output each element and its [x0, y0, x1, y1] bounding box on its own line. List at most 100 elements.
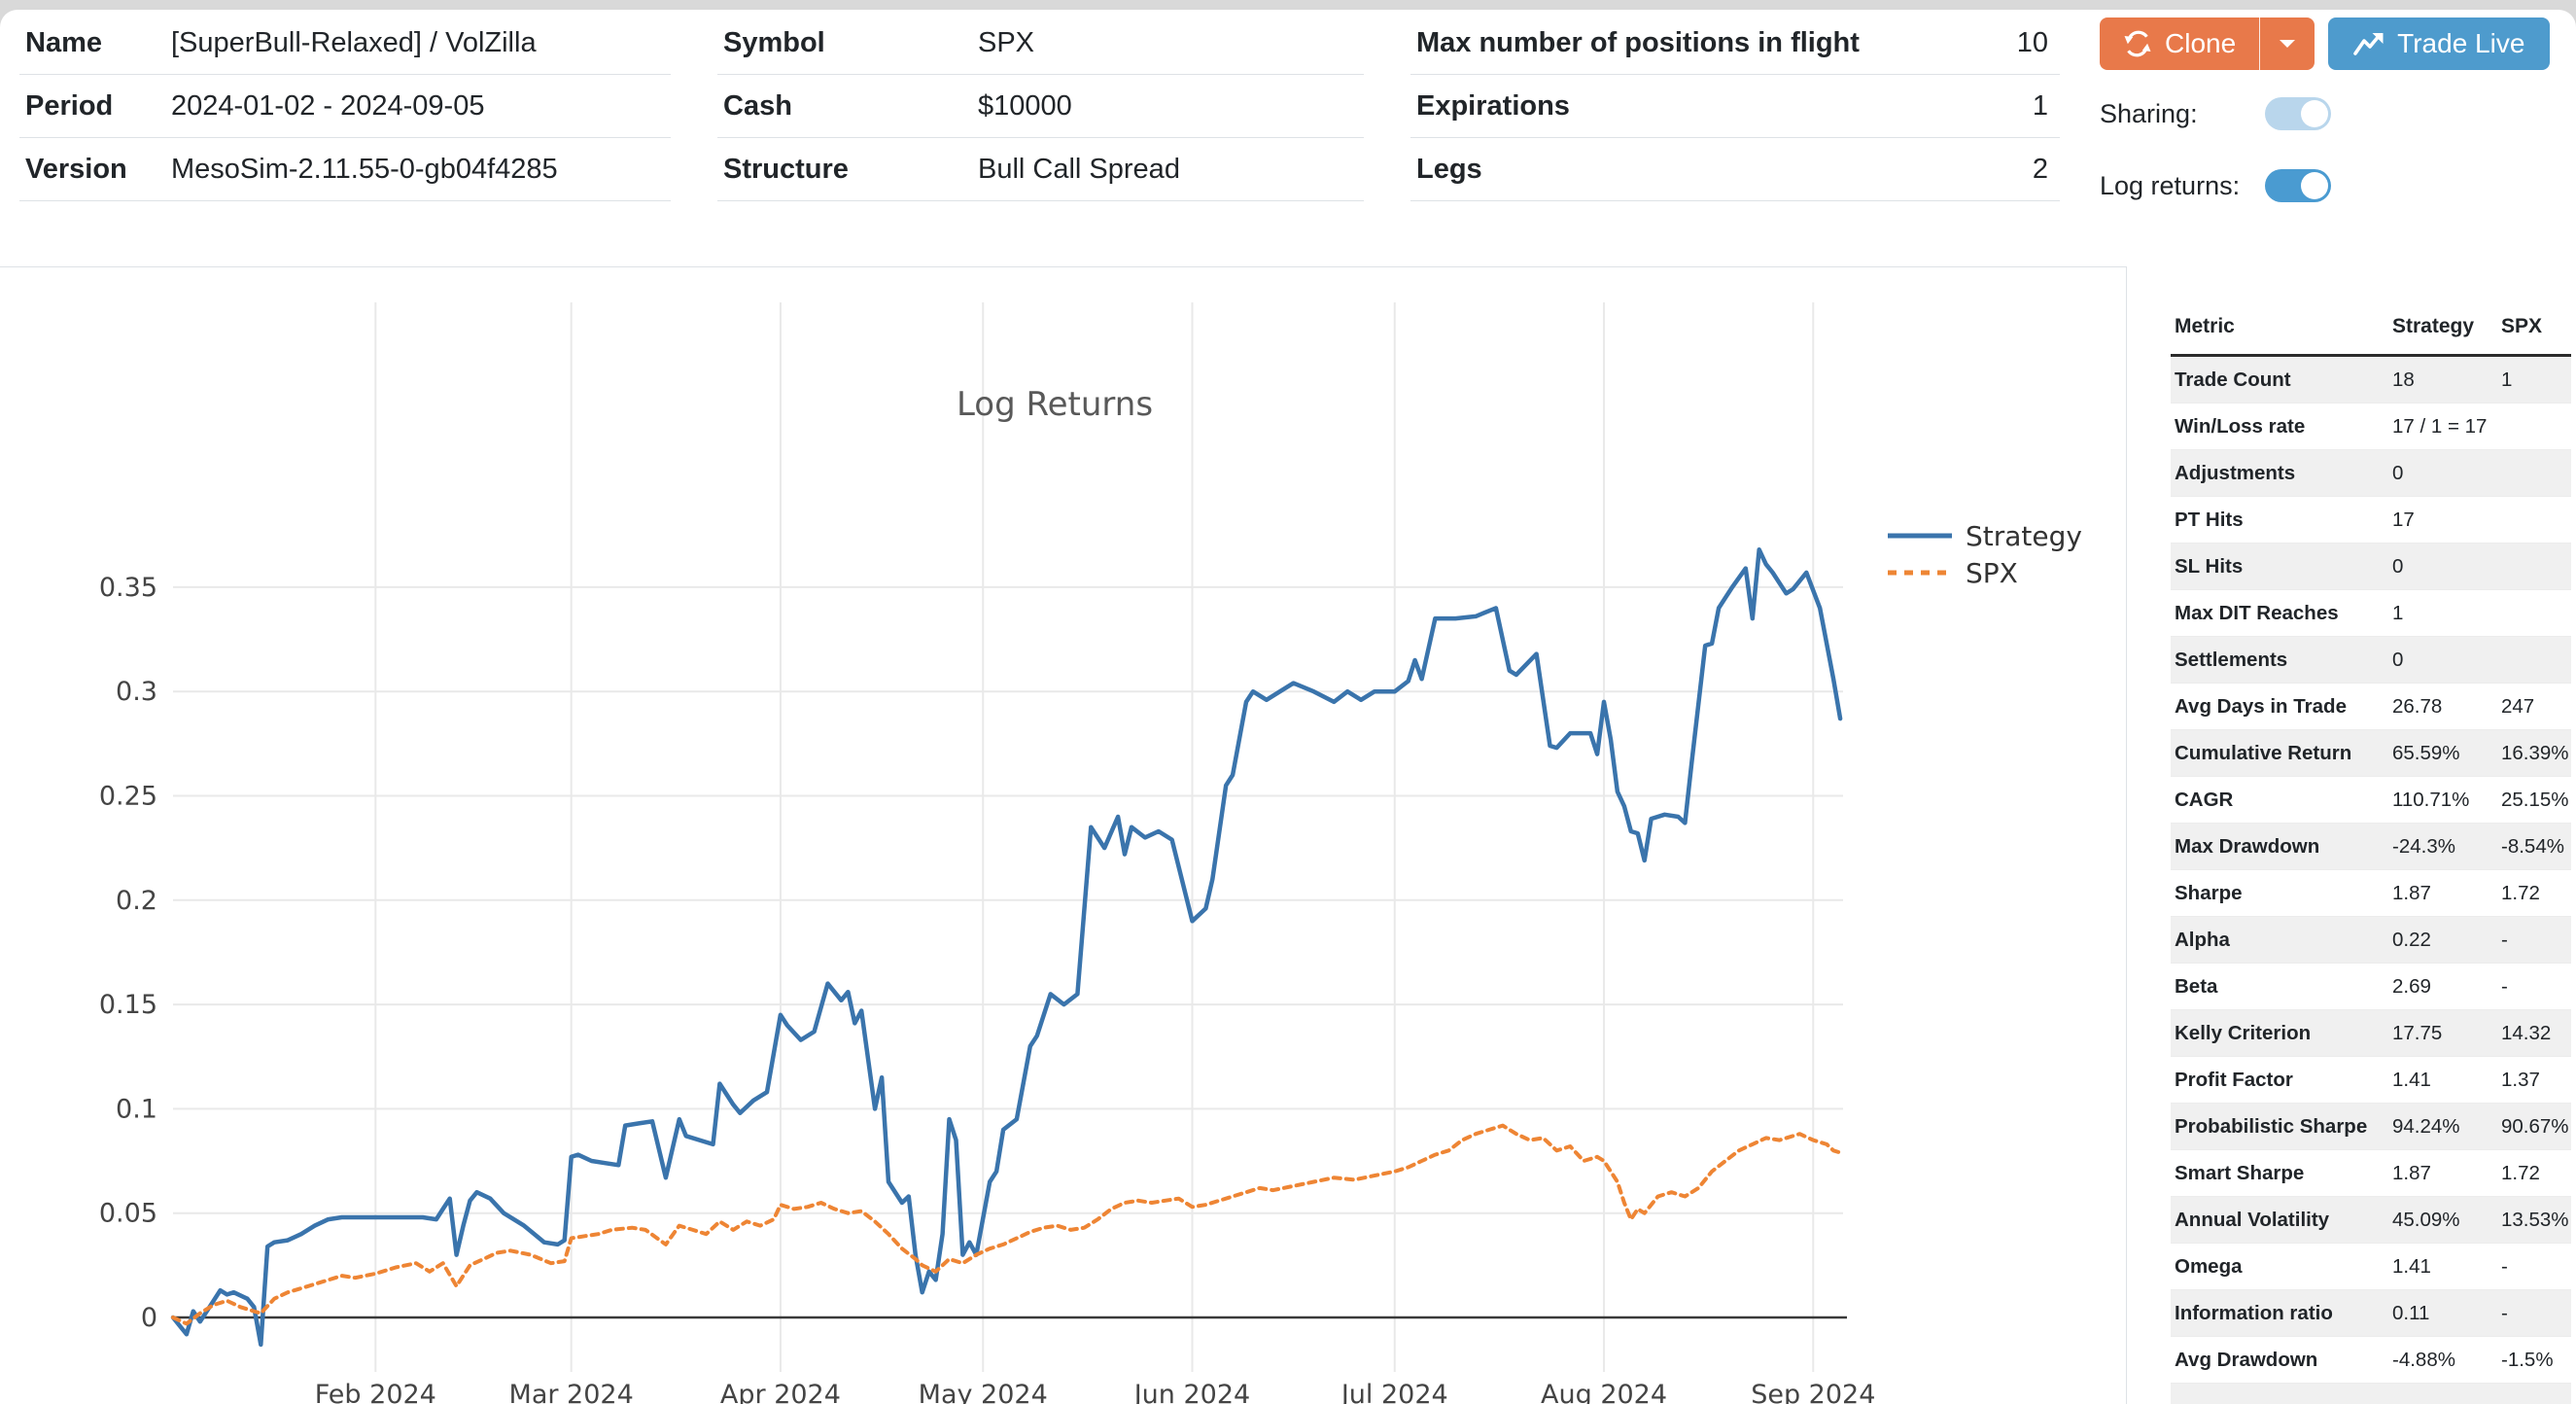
trade-live-button[interactable]: Trade Live	[2328, 18, 2551, 70]
x-axis-tick-label: Jun 2024	[1132, 1380, 1250, 1404]
metric-name: Trade Count	[2171, 355, 2388, 404]
table-row: Max Drawdown -24.3% -8.54%	[2171, 823, 2571, 870]
log-returns-toggle-row: Log returns:	[2100, 169, 2566, 202]
metric-name: Probabilistic Sharpe	[2171, 1103, 2388, 1150]
sharing-label: Sharing:	[2100, 98, 2198, 128]
sharing-toggle-row: Sharing:	[2100, 97, 2566, 130]
header-info: Name [SuperBull-Relaxed] / VolZilla Period…	[19, 12, 2106, 201]
metric-name: Settlements	[2171, 636, 2388, 684]
metric-spx-value: 247	[2497, 683, 2571, 730]
metric-name: Avg Days in Trade	[2171, 683, 2388, 730]
metric-strategy-value: 17 / 1 = 17	[2388, 403, 2497, 450]
metric-name: Cumulative Return	[2171, 729, 2388, 777]
metric-strategy-value: 1.87	[2388, 869, 2497, 917]
y-axis-tick-label: 0.15	[99, 990, 157, 1020]
y-axis-tick-label: 0.3	[116, 677, 157, 707]
metric-strategy-value: 26.78	[2388, 683, 2497, 730]
metric-name: Sharpe	[2171, 869, 2388, 917]
info-value: SPX	[978, 26, 1035, 58]
info-row: Period 2024-01-02 - 2024-09-05	[19, 75, 671, 138]
metric-name: Beta	[2171, 963, 2388, 1010]
metric-name: PT Hits	[2171, 496, 2388, 544]
metric-spx-value: 14.32	[2497, 1009, 2571, 1057]
metric-spx-value: -	[2497, 1289, 2571, 1337]
x-axis-tick-label: Feb 2024	[315, 1380, 436, 1404]
table-row: Avg Drawdown -4.88% -1.5%	[2171, 1336, 2571, 1384]
metric-strategy-value: 1	[2388, 589, 2497, 637]
metrics-col-header: Strategy	[2388, 309, 2497, 357]
metric-name: Max Drawdown	[2171, 823, 2388, 870]
table-row: Cumulative Return 65.59% 16.39%	[2171, 729, 2571, 777]
metrics-col-header: SPX	[2497, 309, 2571, 357]
metric-spx-value: -1.5%	[2497, 1336, 2571, 1384]
info-row: Version MesoSim-2.11.55-0-gb04f4285	[19, 138, 671, 201]
table-row: Sharpe 1.87 1.72	[2171, 869, 2571, 917]
info-value: $10000	[978, 89, 1072, 122]
app-card: Name [SuperBull-Relaxed] / VolZilla Period…	[0, 10, 2576, 1404]
metric-strategy-value: 1.87	[2388, 1149, 2497, 1197]
metric-name: Max DIT Reaches	[2171, 589, 2388, 637]
info-row: Legs 2	[1410, 138, 2060, 201]
header-actions: Clone Trade Live	[2100, 18, 2566, 202]
table-row: Trade Count 18 1	[2171, 355, 2571, 404]
metric-spx-value	[2497, 589, 2571, 637]
metric-strategy-value: 65.59%	[2388, 729, 2497, 777]
metric-spx-value: -	[2497, 963, 2571, 1010]
info-value: 10	[2016, 26, 2048, 58]
metric-spx-value: 13.53%	[2497, 1196, 2571, 1244]
x-axis-tick-label: Aug 2024	[1541, 1380, 1667, 1404]
table-row: Information ratio 0.11-	[2171, 1289, 2571, 1337]
info-value: 1	[2032, 89, 2048, 122]
chart-title: Log Returns	[957, 385, 1153, 424]
metric-strategy-value: 0	[2388, 543, 2497, 590]
metric-strategy-value: 2.69	[2388, 963, 2497, 1010]
header: Name [SuperBull-Relaxed] / VolZilla Period…	[0, 10, 2576, 266]
info-value: 2024-01-02 - 2024-09-05	[171, 89, 485, 122]
log-returns-chart: 0 0.05 0.1 0.15 0.2 0.25 0.3 0.35 Feb 2024 Mar 20…	[99, 302, 2082, 1404]
metric-strategy-value: 110.71%	[2388, 776, 2497, 824]
metric-spx-value: 16.39%	[2497, 729, 2571, 777]
metric-name: SL Hits	[2171, 543, 2388, 590]
metric-name: Avg Drawdown	[2171, 1336, 2388, 1384]
info-label: Period	[25, 89, 114, 122]
metric-name: Annual Volatility	[2171, 1196, 2388, 1244]
metric-spx-value: 90.67%	[2497, 1103, 2571, 1150]
metric-name: Smart Sharpe	[2171, 1149, 2388, 1197]
sharing-toggle[interactable]	[2265, 97, 2331, 130]
metric-spx-value: 25.15%	[2497, 776, 2571, 824]
metric-spx-value	[2497, 496, 2571, 544]
x-axis-tick-label: May 2024	[919, 1380, 1048, 1404]
table-row: Settlements 0	[2171, 636, 2571, 684]
metric-strategy-value: 18	[2388, 355, 2497, 404]
metric-strategy-value: 1.41	[2388, 1056, 2497, 1104]
info-row: Name [SuperBull-Relaxed] / VolZilla	[19, 12, 671, 75]
table-row: Smart Sharpe 1.87 1.72	[2171, 1149, 2571, 1197]
table-row: Omega 1.41-	[2171, 1243, 2571, 1290]
metric-spx-value: 1.72	[2497, 869, 2571, 917]
info-row: Max number of positions in flight 10	[1410, 12, 2060, 75]
legend-spx-label: SPX	[1966, 557, 2018, 589]
table-row: CAGR 110.71% 25.15%	[2171, 776, 2571, 824]
log-returns-toggle[interactable]	[2265, 169, 2331, 202]
table-row: Profit Factor 1.41 1.37	[2171, 1056, 2571, 1104]
log-returns-toggle-knob	[2301, 172, 2328, 199]
metric-spx-value	[2497, 543, 2571, 590]
metric-name: Information ratio	[2171, 1289, 2388, 1337]
y-axis-tick-label: 0.05	[99, 1199, 157, 1229]
info-label: Structure	[723, 153, 849, 185]
info-label: Symbol	[723, 26, 825, 58]
info-row: Expirations 1	[1410, 75, 2060, 138]
metric-spx-value	[2497, 403, 2571, 450]
metric-spx-value	[2497, 449, 2571, 497]
metric-strategy-value: -4.88%	[2388, 1336, 2497, 1384]
clone-button[interactable]: Clone	[2100, 18, 2259, 70]
y-axis-tick-label: 0	[141, 1303, 157, 1333]
metrics-header-row: Metric Strategy SPX	[2171, 309, 2571, 357]
trend-up-icon	[2353, 31, 2385, 56]
button-row: Clone Trade Live	[2100, 18, 2566, 70]
metric-strategy-value: 0.11	[2388, 1289, 2497, 1337]
clone-sync-icon	[2123, 29, 2152, 58]
table-row: Beta 2.69-	[2171, 963, 2571, 1010]
clone-dropdown-button[interactable]	[2259, 18, 2315, 70]
metric-strategy-value: 17.75	[2388, 1009, 2497, 1057]
